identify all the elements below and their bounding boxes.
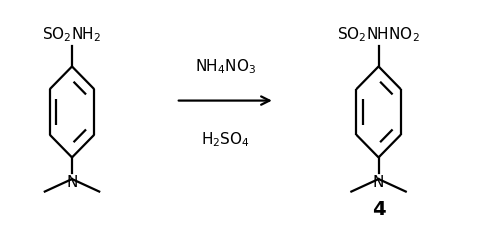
Text: N: N (66, 175, 78, 190)
Text: SO$_2$NHNO$_2$: SO$_2$NHNO$_2$ (337, 25, 420, 44)
Text: N: N (373, 175, 384, 190)
Text: H$_2$SO$_4$: H$_2$SO$_4$ (201, 130, 250, 149)
Text: SO$_2$NH$_2$: SO$_2$NH$_2$ (42, 25, 102, 44)
Text: NH$_4$NO$_3$: NH$_4$NO$_3$ (194, 57, 256, 76)
Text: 4: 4 (372, 200, 386, 219)
